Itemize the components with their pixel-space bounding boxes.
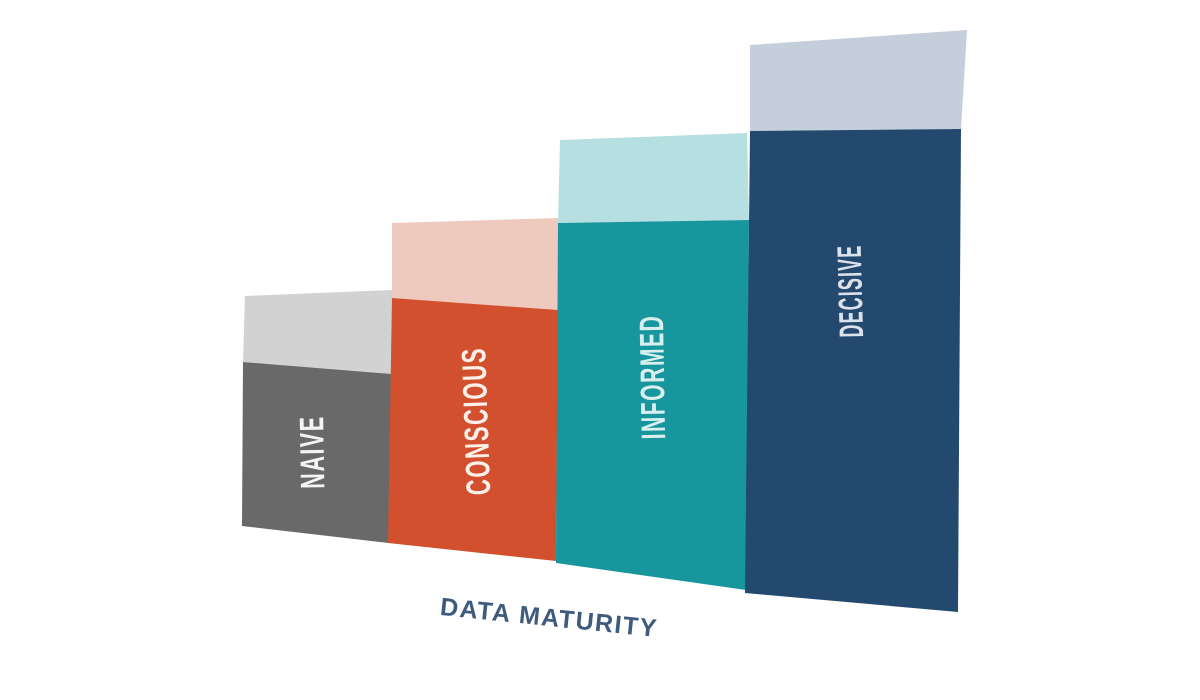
stage-informed-label: INFORMED (632, 314, 673, 439)
stage-conscious-body (388, 298, 558, 561)
stage-informed-cap (558, 133, 749, 223)
stage-decisive-body (745, 129, 961, 612)
stage-naive-cap (243, 290, 392, 374)
stage-naive-label: NAIVE (293, 415, 333, 489)
stage-conscious: CONSCIOUS (388, 218, 560, 561)
stage-decisive-cap (750, 30, 967, 131)
stage-decisive: DECISIVE (745, 30, 967, 612)
stage-informed: INFORMED (556, 133, 749, 590)
stage-conscious-label: CONSCIOUS (455, 346, 498, 496)
stage-naive: NAIVE (242, 290, 392, 543)
diagram-title: DATA MATURITY (439, 593, 659, 643)
stage-conscious-cap (392, 218, 560, 310)
stage-decisive-label: DECISIVE (829, 244, 870, 338)
stage-informed-body (556, 220, 749, 590)
stage-naive-body (242, 362, 392, 543)
